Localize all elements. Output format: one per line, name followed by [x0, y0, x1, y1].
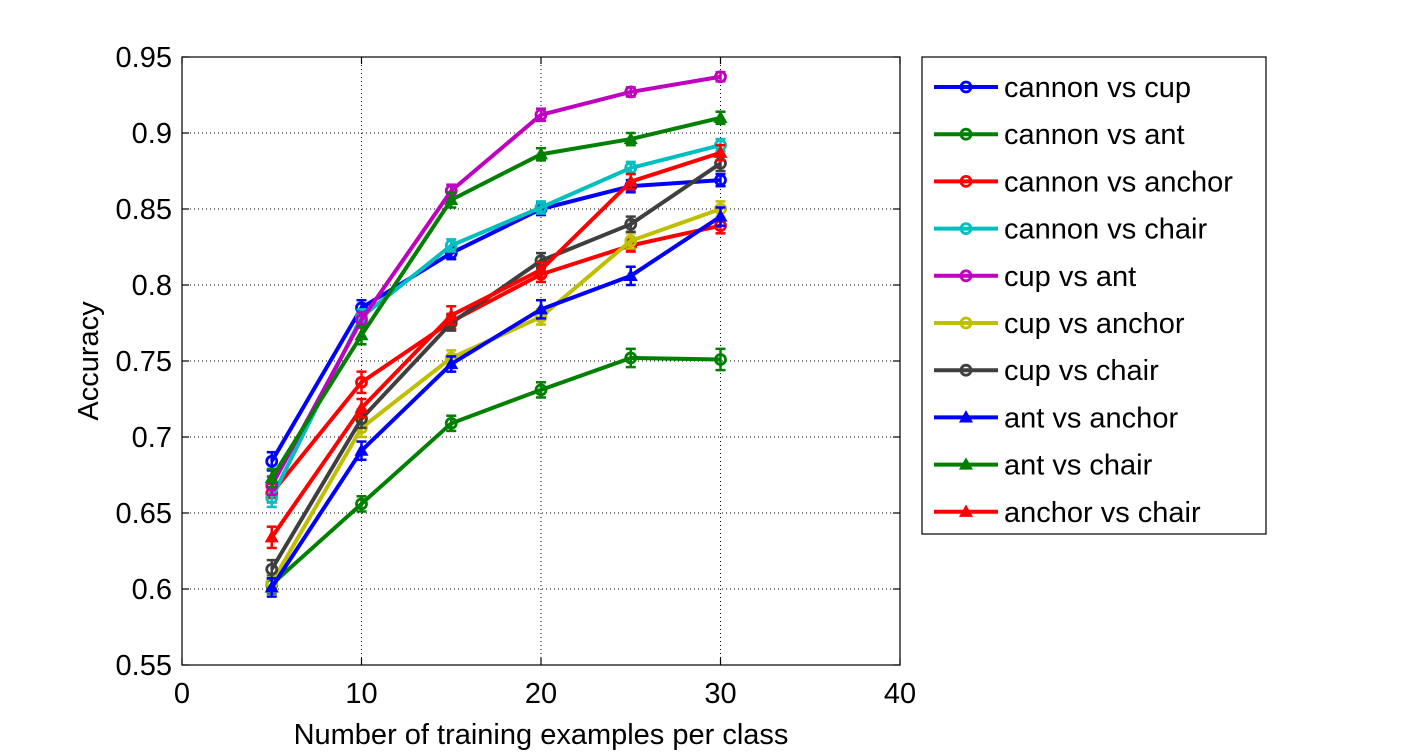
series-line: [270, 355, 721, 586]
data-point: [354, 327, 369, 341]
legend-box: [921, 56, 1267, 535]
data-point: [444, 239, 458, 252]
data-point: [444, 192, 459, 205]
y-tick-label: 0.7: [132, 422, 172, 454]
series-line: [270, 178, 721, 463]
data-point: [714, 70, 727, 84]
data-point: [624, 234, 638, 248]
series-9: [264, 143, 728, 550]
data-point: [444, 416, 458, 430]
legend-label: cup vs ant: [1004, 261, 1136, 293]
legend-label: cup vs anchor: [1004, 308, 1185, 340]
legend-item-0: cannon vs cup: [934, 72, 1191, 104]
data-point: [533, 147, 549, 160]
legend-item-8: ant vs chair: [934, 450, 1153, 482]
data-point: [265, 562, 279, 576]
legend-item-7: ant vs anchor: [934, 402, 1178, 434]
legend-marker: [958, 504, 974, 517]
legend-item-6: cup vs chair: [934, 355, 1159, 387]
y-tick-label: 0.9: [132, 118, 172, 150]
x-tick-label: 30: [704, 678, 736, 710]
legend-marker: [958, 410, 974, 423]
data-point: [713, 209, 728, 222]
y-tick-label: 0.95: [116, 42, 172, 74]
y-tick-label: 0.6: [132, 574, 172, 606]
legend-item-5: cup vs anchor: [934, 308, 1185, 340]
x-tick-label: 40: [884, 678, 916, 710]
data-point: [624, 351, 638, 365]
legend-marker: [958, 457, 974, 470]
data-point: [623, 174, 638, 187]
data-point: [624, 85, 638, 99]
series-1: [265, 347, 727, 595]
legend-label: ant vs chair: [1004, 450, 1153, 482]
series-line: [270, 150, 722, 539]
data-point: [713, 110, 728, 123]
data-point: [713, 145, 728, 158]
data-point: [265, 454, 279, 468]
y-tick-label: 0.65: [116, 498, 172, 530]
legend-marker: [959, 174, 973, 188]
data-point: [623, 131, 638, 145]
series-line: [270, 223, 721, 495]
data-point: [264, 470, 279, 484]
legend: cannon vs cup cannon vs ant cannon vs anch…: [921, 56, 1267, 535]
data-point: [264, 530, 279, 543]
y-tick-label: 0.85: [116, 194, 172, 226]
x-tick-label: 0: [174, 678, 190, 710]
legend-marker: [959, 127, 973, 141]
legend-label: cup vs chair: [1004, 355, 1159, 387]
legend-label: anchor vs chair: [1004, 497, 1201, 529]
data-point: [623, 268, 638, 281]
data-point: [533, 302, 549, 315]
x-tick-label: 10: [345, 678, 377, 710]
legend-label: cannon vs chair: [1004, 214, 1207, 246]
data-point: [355, 375, 368, 389]
data-point: [534, 383, 548, 397]
legend-marker: [959, 363, 973, 377]
legend-label: cannon vs cup: [1004, 72, 1191, 104]
y-tick-label: 0.75: [116, 346, 172, 378]
y-tick-label: 0.8: [132, 270, 172, 302]
legend-marker: [959, 316, 973, 330]
legend-item-4: cup vs ant: [934, 261, 1136, 293]
data-point: [444, 308, 459, 321]
series-4: [265, 70, 727, 497]
series-line: [269, 74, 721, 487]
legend-marker: [959, 80, 973, 94]
data-point: [264, 580, 279, 593]
y-axis-label: Accuracy: [73, 301, 105, 421]
y-tick-label: 0.55: [116, 650, 172, 682]
x-axis-label: Number of training examples per class: [294, 719, 789, 751]
data-point: [624, 217, 638, 231]
data-point: [354, 443, 369, 456]
series-line: [270, 214, 722, 589]
data-point: [355, 497, 368, 511]
legend-label: cannon vs ant: [1004, 119, 1185, 151]
legend-marker: [959, 269, 973, 283]
data-point: [714, 353, 727, 366]
tick-layer: 0.55 0.6 0.65 0.7 0.75 0.8 0.85 0.9 0.95 0 10 20 30 4…: [116, 42, 917, 710]
x-tick-label: 20: [525, 678, 557, 710]
legend-item-2: cannon vs anchor: [934, 166, 1233, 198]
legend-label: cannon vs anchor: [1004, 166, 1233, 198]
data-point: [534, 201, 548, 214]
series-7: [264, 206, 728, 598]
series-line: [270, 115, 721, 480]
legend-label: ant vs anchor: [1004, 402, 1178, 434]
legend-item-3: cannon vs chair: [934, 214, 1207, 246]
data-point: [534, 108, 548, 122]
data-point: [714, 173, 727, 187]
data-point: [533, 262, 549, 275]
legend-item-1: cannon vs ant: [934, 119, 1185, 151]
data-point: [444, 356, 459, 370]
data-point: [354, 400, 369, 414]
series-layer: [264, 70, 728, 598]
legend-item-9: anchor vs chair: [934, 497, 1201, 529]
series-8: [264, 110, 728, 489]
legend-marker: [959, 222, 973, 236]
